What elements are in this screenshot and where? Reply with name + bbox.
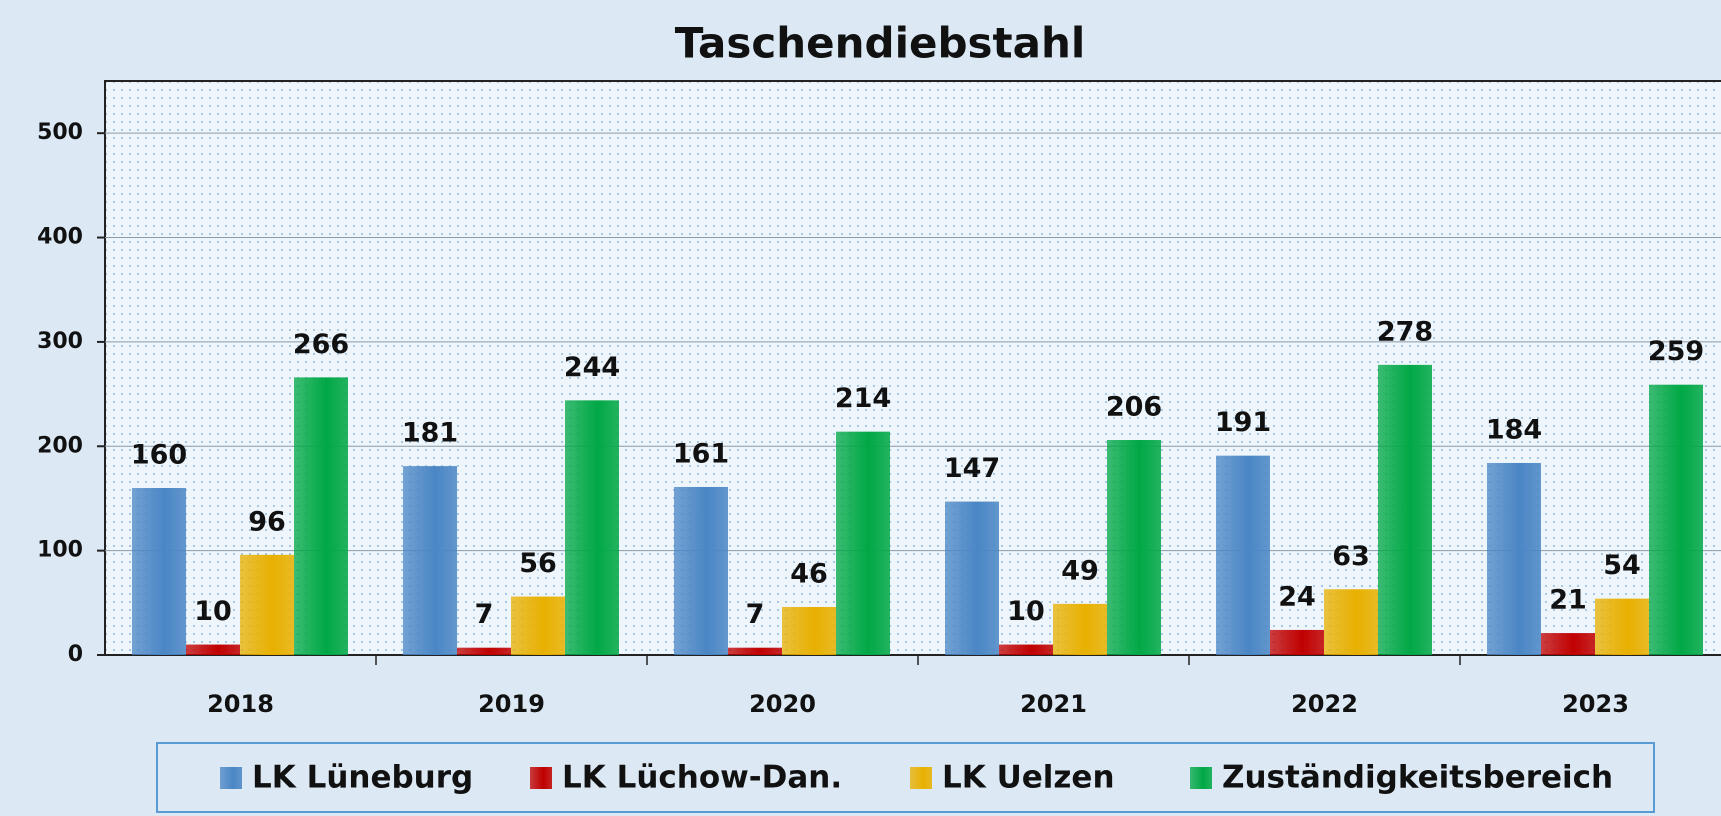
data-label: 7: [746, 599, 765, 630]
data-label: 160: [131, 440, 187, 471]
bar: [1216, 455, 1270, 655]
data-label: 161: [673, 438, 729, 469]
legend-label: LK Lüneburg: [252, 760, 473, 796]
bar: [1270, 629, 1324, 655]
legend-swatch: [1190, 767, 1212, 789]
bar: [403, 466, 457, 655]
data-label: 56: [519, 548, 557, 579]
bar: [1595, 598, 1649, 655]
bar: [457, 647, 511, 655]
data-label: 63: [1332, 541, 1370, 572]
bar: [511, 596, 565, 655]
legend-swatch: [910, 767, 932, 789]
bar: [1324, 589, 1378, 655]
data-label: 214: [835, 383, 891, 414]
bar: [999, 644, 1053, 655]
y-tick-label: 500: [37, 120, 83, 145]
x-tick-label: 2021: [1020, 690, 1087, 718]
data-label: 49: [1061, 555, 1099, 586]
legend-box: [156, 742, 1655, 813]
data-label: 259: [1648, 336, 1704, 367]
bar: [240, 554, 294, 655]
y-tick-label: 200: [37, 433, 83, 458]
legend-label: Zuständigkeitsbereich: [1222, 760, 1613, 796]
chart-title: Taschendiebstahl: [675, 19, 1085, 68]
legend-swatch: [220, 767, 242, 789]
data-label: 206: [1106, 392, 1162, 423]
data-label: 278: [1377, 316, 1433, 347]
data-label: 10: [194, 596, 232, 627]
x-tick-label: 2018: [207, 690, 274, 718]
x-tick-label: 2020: [749, 690, 816, 718]
x-tick-label: 2023: [1562, 690, 1629, 718]
data-label: 181: [402, 418, 458, 449]
bar: [1487, 462, 1541, 655]
data-label: 46: [790, 558, 828, 589]
bar: [132, 488, 186, 655]
bar: [1649, 384, 1703, 655]
bar: [1053, 603, 1107, 655]
data-label: 191: [1215, 407, 1271, 438]
data-label: 147: [944, 453, 1000, 484]
data-label: 10: [1007, 596, 1045, 627]
bar: [1107, 440, 1161, 655]
plot-area: [104, 80, 1721, 656]
bar: [728, 647, 782, 655]
y-tick-label: 100: [37, 538, 83, 563]
data-label: 7: [475, 599, 494, 630]
data-label: 184: [1486, 414, 1542, 445]
y-tick-label: 400: [37, 225, 83, 250]
legend-swatch: [530, 767, 552, 789]
bar: [1541, 633, 1595, 655]
bar: [782, 606, 836, 655]
bar: [565, 400, 619, 655]
bar: [1378, 364, 1432, 655]
data-label: 21: [1549, 585, 1587, 616]
x-tick-label: 2022: [1291, 690, 1358, 718]
legend-label: LK Uelzen: [942, 760, 1115, 796]
data-label: 244: [564, 352, 620, 383]
x-tick-label: 2019: [478, 690, 545, 718]
bar: [674, 486, 728, 655]
bar: [836, 431, 890, 655]
y-tick-label: 300: [37, 329, 83, 354]
data-label: 24: [1278, 581, 1316, 612]
y-tick-label: 0: [68, 642, 83, 667]
data-label: 266: [293, 329, 349, 360]
bar: [945, 501, 999, 655]
bar: [186, 644, 240, 655]
data-label: 54: [1603, 550, 1641, 581]
legend-label: LK Lüchow-Dan.: [562, 760, 842, 796]
data-label: 96: [248, 506, 286, 537]
bar: [294, 377, 348, 655]
